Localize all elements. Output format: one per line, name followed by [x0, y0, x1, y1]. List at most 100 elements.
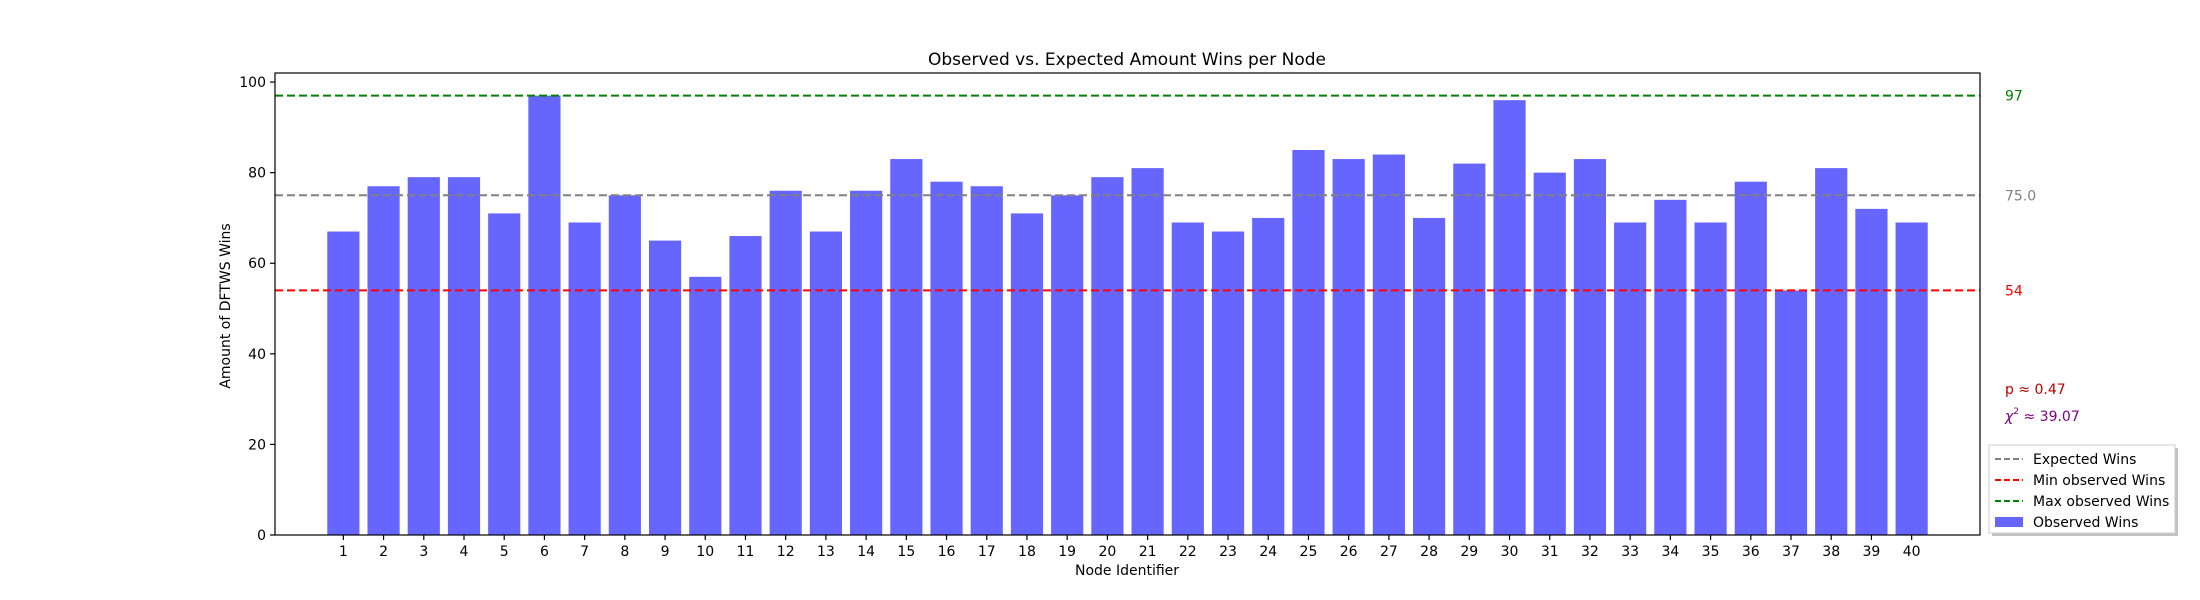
x-tick-label-22: 22 — [1179, 544, 1197, 560]
bar-28 — [1413, 217, 1446, 535]
bar-9 — [648, 240, 682, 535]
x-tick-label-25: 25 — [1300, 544, 1318, 560]
x-tick-label-40: 40 — [1903, 544, 1921, 560]
chi-square-annotation: χ2 ≈ 39.07 — [2004, 407, 2080, 425]
bar-11 — [729, 236, 762, 535]
x-tick-label-13: 13 — [817, 544, 835, 560]
x-tick-label-32: 32 — [1581, 544, 1599, 560]
x-tick-label-18: 18 — [1018, 544, 1036, 560]
y-tick-label-60: 60 — [248, 256, 266, 272]
bar-25 — [1292, 150, 1325, 535]
bar-39 — [1855, 208, 1888, 535]
x-axis-label: Node Identifier — [1075, 563, 1179, 579]
x-tick-label-4: 4 — [460, 544, 469, 560]
bar-29 — [1453, 163, 1486, 535]
x-tick-label-23: 23 — [1219, 544, 1237, 560]
x-tick-label-16: 16 — [938, 544, 956, 560]
x-tick-label-24: 24 — [1259, 544, 1277, 560]
bar-10 — [689, 276, 722, 535]
x-tick-label-35: 35 — [1702, 544, 1720, 560]
legend-label-observed-wins: Observed Wins — [2033, 515, 2138, 531]
bar-23 — [1211, 231, 1245, 535]
bar-12 — [769, 190, 802, 535]
bar-36 — [1734, 181, 1767, 535]
x-tick-label-27: 27 — [1380, 544, 1398, 560]
x-tick-label-6: 6 — [540, 544, 549, 560]
y-tick-label-20: 20 — [248, 437, 266, 453]
plot-frame — [274, 72, 1981, 536]
x-tick-label-21: 21 — [1139, 544, 1157, 560]
x-tick-label-26: 26 — [1340, 544, 1358, 560]
x-tick-label-28: 28 — [1420, 544, 1438, 560]
bar-27 — [1372, 154, 1405, 535]
bar-6 — [528, 95, 561, 536]
bar-21 — [1131, 168, 1164, 535]
x-tick-label-9: 9 — [661, 544, 670, 560]
p-value-annotation: p ≈ 0.47 — [2005, 382, 2066, 398]
chi-superscript: 2 — [2013, 407, 2019, 417]
x-tick-label-7: 7 — [580, 544, 589, 560]
bar-20 — [1091, 177, 1124, 535]
x-tick-label-31: 31 — [1541, 544, 1559, 560]
reference-label-expected-wins: 75.0 — [2005, 188, 2036, 204]
bar-14 — [850, 190, 883, 535]
bar-1 — [327, 231, 360, 535]
x-tick-label-37: 37 — [1782, 544, 1800, 560]
x-tick-label-3: 3 — [419, 544, 428, 560]
x-tick-label-34: 34 — [1661, 544, 1679, 560]
bar-4 — [447, 177, 481, 535]
x-tick-label-12: 12 — [777, 544, 795, 560]
legend-label-max-observed-wins: Max observed Wins — [2033, 494, 2169, 510]
bar-19 — [1051, 195, 1084, 536]
bar-24 — [1252, 217, 1285, 535]
x-tick-label-14: 14 — [857, 544, 875, 560]
bar-8 — [608, 195, 641, 536]
bar-5 — [488, 213, 521, 535]
legend-label-min-observed-wins: Min observed Wins — [2033, 473, 2165, 489]
legend-swatch-observed-wins — [1995, 517, 2023, 527]
y-axis-label: Amount of DFTWS Wins — [218, 223, 234, 388]
x-tick-label-8: 8 — [620, 544, 629, 560]
x-tick-label-30: 30 — [1501, 544, 1519, 560]
x-tick-label-1: 1 — [339, 544, 348, 560]
y-tick-label-100: 100 — [239, 75, 266, 91]
bar-17 — [970, 186, 1003, 536]
bar-35 — [1694, 222, 1727, 535]
x-tick-label-33: 33 — [1621, 544, 1639, 560]
bar-13 — [809, 231, 842, 535]
y-tick-label-0: 0 — [257, 528, 266, 544]
bar-15 — [890, 159, 923, 535]
x-tick-label-38: 38 — [1822, 544, 1840, 560]
x-tick-label-36: 36 — [1742, 544, 1760, 560]
x-tick-label-5: 5 — [500, 544, 509, 560]
bar-38 — [1815, 168, 1848, 535]
bar-2 — [367, 186, 400, 536]
legend-label-expected-wins: Expected Wins — [2033, 452, 2136, 468]
bar-33 — [1614, 222, 1647, 535]
x-tick-label-11: 11 — [737, 544, 755, 560]
bar-3 — [407, 177, 440, 535]
reference-label-max-observed-wins: 97 — [2005, 89, 2023, 105]
chi-symbol: χ — [2004, 409, 2014, 425]
bar-18 — [1010, 213, 1044, 535]
x-tick-label-19: 19 — [1058, 544, 1076, 560]
bar-7 — [568, 222, 601, 535]
chi-value: ≈ 39.07 — [2019, 409, 2080, 425]
chart-title: Observed vs. Expected Amount Wins per No… — [928, 50, 1326, 70]
legend: Expected Wins Min observed Wins Max observ… — [1988, 444, 2178, 536]
bar-40 — [1895, 222, 1928, 535]
x-tick-label-20: 20 — [1098, 544, 1116, 560]
reference-lines-group: 75.0 54 97 — [275, 89, 2036, 299]
y-tick-label-80: 80 — [248, 166, 266, 182]
x-tick-label-2: 2 — [379, 544, 388, 560]
reference-label-min-observed-wins: 54 — [2005, 283, 2023, 299]
y-tick-label-40: 40 — [248, 347, 266, 363]
bar-34 — [1654, 199, 1687, 535]
x-tick-label-17: 17 — [978, 544, 996, 560]
x-tick-label-29: 29 — [1460, 544, 1478, 560]
bar-30 — [1493, 100, 1526, 536]
bars-group — [327, 95, 1928, 536]
bar-26 — [1332, 159, 1365, 535]
